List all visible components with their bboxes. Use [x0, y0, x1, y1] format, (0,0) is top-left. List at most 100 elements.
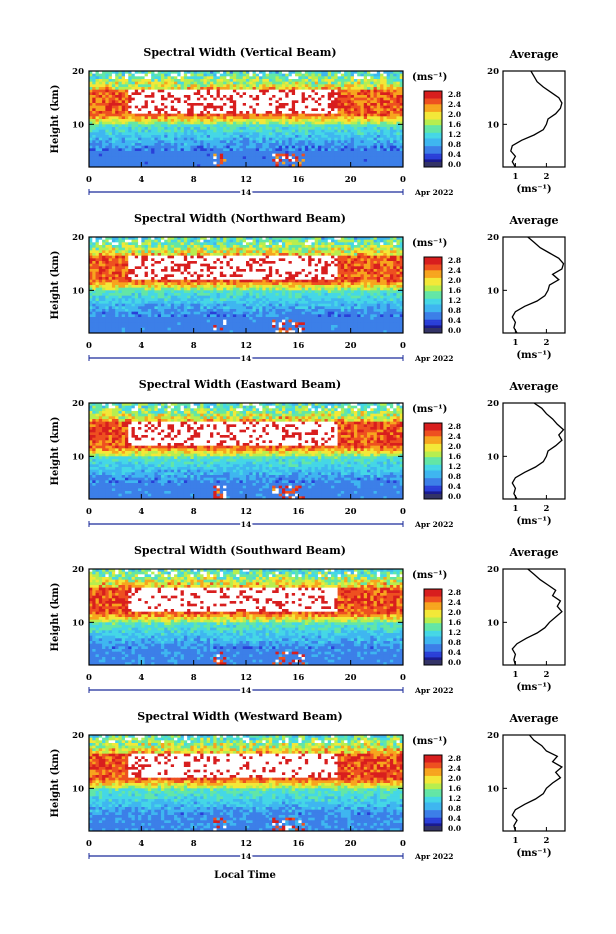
- heatmap-cell: [200, 248, 204, 251]
- heatmap-cell: [331, 248, 335, 251]
- heatmap-cell: [154, 258, 158, 261]
- heatmap-cell: [347, 74, 351, 77]
- heatmap-cell: [380, 159, 384, 162]
- heatmap-cell: [138, 127, 142, 130]
- heatmap-cell: [256, 245, 260, 248]
- heatmap-cell: [174, 242, 178, 245]
- heatmap-cell: [138, 242, 142, 245]
- heatmap-cell: [187, 274, 191, 277]
- heatmap-cell: [158, 132, 162, 135]
- heatmap-cell: [135, 122, 139, 125]
- heatmap-cell: [177, 74, 181, 77]
- heatmap-cell: [138, 116, 142, 119]
- heatmap-cell: [354, 143, 358, 146]
- heatmap-cell: [344, 92, 348, 95]
- heatmap-cell: [164, 119, 168, 122]
- heatmap-cell: [223, 108, 227, 111]
- heatmap-cell: [230, 250, 234, 253]
- heatmap-cell: [308, 84, 312, 87]
- heatmap-cell: [161, 114, 165, 117]
- heatmap-cell: [275, 106, 279, 109]
- heatmap-cell: [233, 111, 237, 114]
- heatmap-cell: [334, 248, 338, 251]
- heatmap-cell: [161, 106, 165, 109]
- heatmap-cell: [282, 266, 286, 269]
- heatmap-cell: [141, 245, 145, 248]
- heatmap-cell: [338, 92, 342, 95]
- heatmap-cell: [295, 253, 299, 256]
- heatmap-cell: [325, 76, 329, 79]
- heatmap-cell: [112, 84, 116, 87]
- heatmap-cell: [233, 100, 237, 103]
- heatmap-cell: [305, 87, 309, 90]
- heatmap-cell: [128, 74, 132, 77]
- colorbar-segment: [424, 158, 442, 160]
- heatmap-cell: [171, 146, 175, 149]
- heatmap-cell: [92, 114, 96, 117]
- heatmap-cell: [269, 122, 273, 125]
- heatmap-cell: [374, 92, 378, 95]
- heatmap-cell: [275, 100, 279, 103]
- heatmap-cell: [203, 132, 207, 135]
- heatmap-cell: [171, 250, 175, 253]
- heatmap-cell: [236, 156, 240, 159]
- heatmap-cell: [315, 274, 319, 277]
- heatmap-cell: [262, 146, 266, 149]
- heatmap-cell: [325, 100, 329, 103]
- heatmap-cell: [367, 256, 371, 259]
- heatmap-cell: [171, 272, 175, 275]
- heatmap-cell: [154, 266, 158, 269]
- heatmap-cell: [168, 162, 172, 165]
- heatmap-cell: [328, 269, 332, 272]
- heatmap-cell: [217, 127, 221, 130]
- heatmap-cell: [374, 266, 378, 269]
- heatmap-cell: [279, 242, 283, 245]
- heatmap-cell: [344, 256, 348, 259]
- heatmap-cell: [367, 162, 371, 165]
- heatmap-cell: [190, 87, 194, 90]
- heatmap-cell: [128, 135, 132, 138]
- heatmap-cell: [96, 132, 100, 135]
- heatmap-cell: [269, 159, 273, 162]
- heatmap-cell: [279, 127, 283, 130]
- heatmap-cell: [220, 130, 224, 133]
- heatmap-cell: [360, 269, 364, 272]
- heatmap-cell: [230, 119, 234, 122]
- heatmap-cell: [383, 274, 387, 277]
- heatmap-cell: [203, 135, 207, 138]
- heatmap-cell: [311, 245, 315, 248]
- heatmap-cell: [305, 100, 309, 103]
- heatmap-cell: [249, 248, 253, 251]
- heatmap-cell: [302, 248, 306, 251]
- heatmap-cell: [302, 106, 306, 109]
- heatmap-cell: [243, 90, 247, 93]
- heatmap-cell: [217, 242, 221, 245]
- heatmap-cell: [256, 264, 260, 267]
- heatmap-cell: [259, 111, 263, 114]
- heatmap-cell: [315, 92, 319, 95]
- heatmap-cell: [138, 151, 142, 154]
- heatmap-cell: [207, 90, 211, 93]
- heatmap-cell: [282, 154, 286, 157]
- heatmap-cell: [305, 132, 309, 135]
- heatmap-cell: [292, 245, 296, 248]
- heatmap-cell: [279, 258, 283, 261]
- heatmap-cell: [239, 138, 243, 141]
- heatmap-cell: [164, 148, 168, 151]
- heatmap-cell: [282, 143, 286, 146]
- heatmap-cell: [99, 245, 103, 248]
- heatmap-cell: [102, 242, 106, 245]
- heatmap-cell: [220, 240, 224, 243]
- heatmap-cell: [259, 98, 263, 101]
- heatmap-cell: [393, 159, 397, 162]
- heatmap-cell: [96, 98, 100, 101]
- heatmap-cell: [141, 84, 145, 87]
- heatmap-cell: [151, 74, 155, 77]
- heatmap-cell: [141, 127, 145, 130]
- heatmap-cell: [105, 76, 109, 79]
- heatmap-cell: [109, 106, 113, 109]
- heatmap-cell: [213, 92, 217, 95]
- heatmap-cell: [181, 264, 185, 267]
- heatmap-cell: [331, 114, 335, 117]
- heatmap-cell: [220, 135, 224, 138]
